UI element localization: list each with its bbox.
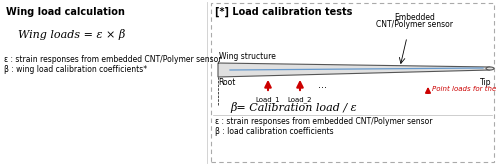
Text: Root: Root [218,78,236,87]
Text: ε : strain responses from embedded CNT/Polymer sensor: ε : strain responses from embedded CNT/P… [215,117,432,126]
Text: β= Calibration load / ε: β= Calibration load / ε [230,102,357,113]
Text: Load_2: Load_2 [288,96,312,103]
Text: β : load calibration coefficients: β : load calibration coefficients [215,127,333,136]
Text: Wing structure: Wing structure [219,52,276,61]
Text: Embedded: Embedded [395,13,435,22]
Polygon shape [218,63,490,77]
Text: ε : strain responses from embedded CNT/Polymer sensor: ε : strain responses from embedded CNT/P… [4,55,222,64]
Text: Wing loads = ε × β: Wing loads = ε × β [18,29,125,40]
Text: Tip: Tip [480,78,491,87]
Text: CNT/Polymer sensor: CNT/Polymer sensor [377,20,453,29]
Text: Point loads for the calibration: Point loads for the calibration [432,86,497,92]
Text: Wing load calculation: Wing load calculation [6,7,125,17]
Ellipse shape [486,67,494,70]
Text: β : wing load calibration coefficients*: β : wing load calibration coefficients* [4,65,147,74]
Text: Load_1: Load_1 [255,96,280,103]
Text: ...: ... [318,80,327,90]
Text: [*] Load calibration tests: [*] Load calibration tests [215,7,352,17]
